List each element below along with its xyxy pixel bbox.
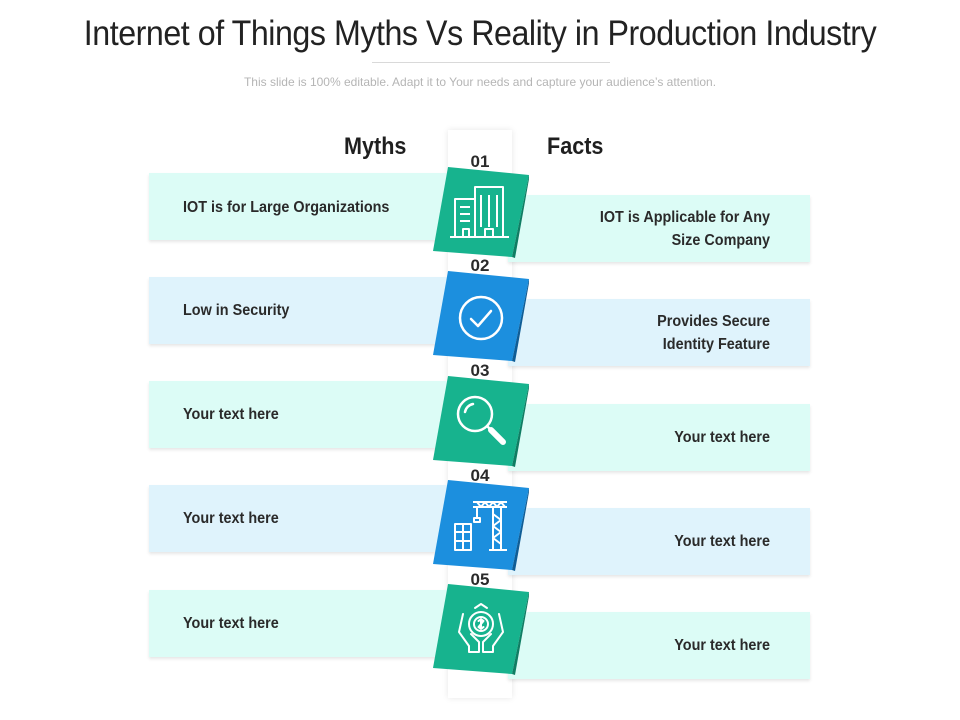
- row-number-5: 05: [470, 570, 490, 589]
- fact-text-2: Provides Secure Identity Feature: [518, 310, 770, 356]
- myth-text-2: Low in Security: [183, 302, 290, 319]
- fact-text-3: Your text here: [518, 426, 770, 449]
- myth-text-3: Your text here: [183, 406, 279, 423]
- myth-card-1: IOT is for Large Organizations: [149, 173, 455, 240]
- fact-text-4-line-1: Your text here: [674, 533, 770, 550]
- badge-5: [433, 584, 529, 682]
- myth-text-1: IOT is for Large Organizations: [183, 199, 390, 216]
- row-number-3: 03: [470, 361, 490, 380]
- construction-crane-icon: [454, 501, 507, 551]
- fact-card-4: Your text here: [508, 508, 810, 575]
- fact-text-1-line-1: IOT is Applicable for Any: [599, 209, 770, 226]
- slide-subtitle: This slide is 100% editable. Adapt it to…: [243, 75, 717, 89]
- badge-4: [433, 480, 529, 578]
- fact-card-2: Provides Secure Identity Feature: [508, 299, 810, 366]
- title-underline: [372, 62, 610, 63]
- fact-card-1: IOT is Applicable for Any Size Company: [508, 195, 810, 262]
- myth-card-2: Low in Security: [149, 277, 455, 344]
- badge-2: [433, 271, 529, 369]
- myth-card-3: Your text here: [149, 381, 455, 448]
- fact-text-5-line-1: Your text here: [674, 637, 770, 654]
- fact-text-1-line-2: Size Company: [671, 232, 770, 249]
- fact-card-5: Your text here: [508, 612, 810, 679]
- row-number-1: 01: [470, 152, 490, 171]
- buildings-icon: [450, 186, 509, 238]
- row-number-2: 02: [470, 256, 490, 275]
- fact-text-2-line-1: Provides Secure: [657, 313, 770, 330]
- check-circle-icon: [458, 295, 504, 341]
- fact-text-3-line-1: Your text here: [674, 429, 770, 446]
- magnifier-icon: [456, 395, 506, 445]
- badge-1: [433, 167, 529, 265]
- myth-text-4: Your text here: [183, 510, 279, 527]
- myth-card-5: Your text here: [149, 590, 455, 657]
- hands-coin-icon: [458, 603, 504, 653]
- slide-title: Internet of Things Myths Vs Reality in P…: [83, 14, 877, 53]
- badge-3: [433, 376, 529, 474]
- fact-card-3: Your text here: [508, 404, 810, 471]
- fact-text-1: IOT is Applicable for Any Size Company: [518, 206, 770, 252]
- row-number-4: 04: [470, 466, 490, 485]
- myth-text-5: Your text here: [183, 615, 279, 632]
- fact-text-4: Your text here: [518, 530, 770, 553]
- fact-text-2-line-2: Identity Feature: [662, 336, 770, 353]
- facts-heading: Facts: [547, 133, 604, 160]
- myths-heading: Myths: [344, 133, 407, 160]
- myth-card-4: Your text here: [149, 485, 455, 552]
- fact-text-5: Your text here: [518, 634, 770, 657]
